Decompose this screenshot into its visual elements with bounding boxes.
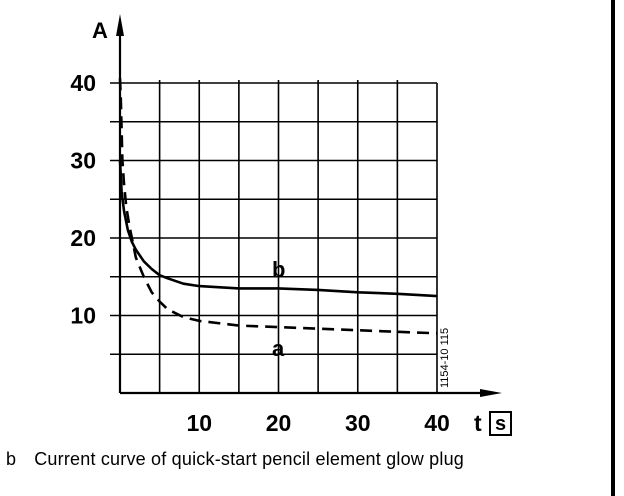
- x-tick-label: 30: [345, 410, 371, 436]
- tick-labels: 10 20 30 40 10 20 30 40 At s 1154-10 115: [70, 18, 512, 436]
- x-tick-label: 10: [186, 410, 212, 436]
- y-tick-label: 40: [70, 70, 96, 96]
- caption-tag: b: [6, 449, 17, 469]
- figure-caption: b Current curve of quick-start pencil ele…: [6, 449, 464, 470]
- x-unit-box: [489, 411, 512, 436]
- series-labels: ba: [272, 257, 285, 361]
- x-tick-label: 20: [266, 410, 292, 436]
- series-lines: [118, 78, 438, 335]
- figure-code: 1154-10 115: [439, 328, 451, 388]
- x-axis-label: t: [474, 410, 482, 436]
- caption-text: Current curve of quick-start pencil elem…: [34, 449, 465, 469]
- series-label-b: b: [272, 257, 285, 282]
- y-tick-label: 20: [70, 225, 96, 251]
- y-axis-arrow: [116, 14, 124, 36]
- y-tick-label: 30: [70, 148, 96, 174]
- page-edge-rule: [611, 0, 615, 496]
- x-axis-arrow: [480, 389, 502, 397]
- series-label-a: a: [272, 336, 285, 361]
- y-axis-label: A: [92, 18, 108, 43]
- series-line-b: [118, 160, 438, 298]
- x-tick-label: 40: [424, 410, 450, 436]
- y-tick-label: 10: [70, 303, 96, 329]
- x-unit-label: s: [495, 413, 506, 435]
- series-line-a: [118, 78, 438, 335]
